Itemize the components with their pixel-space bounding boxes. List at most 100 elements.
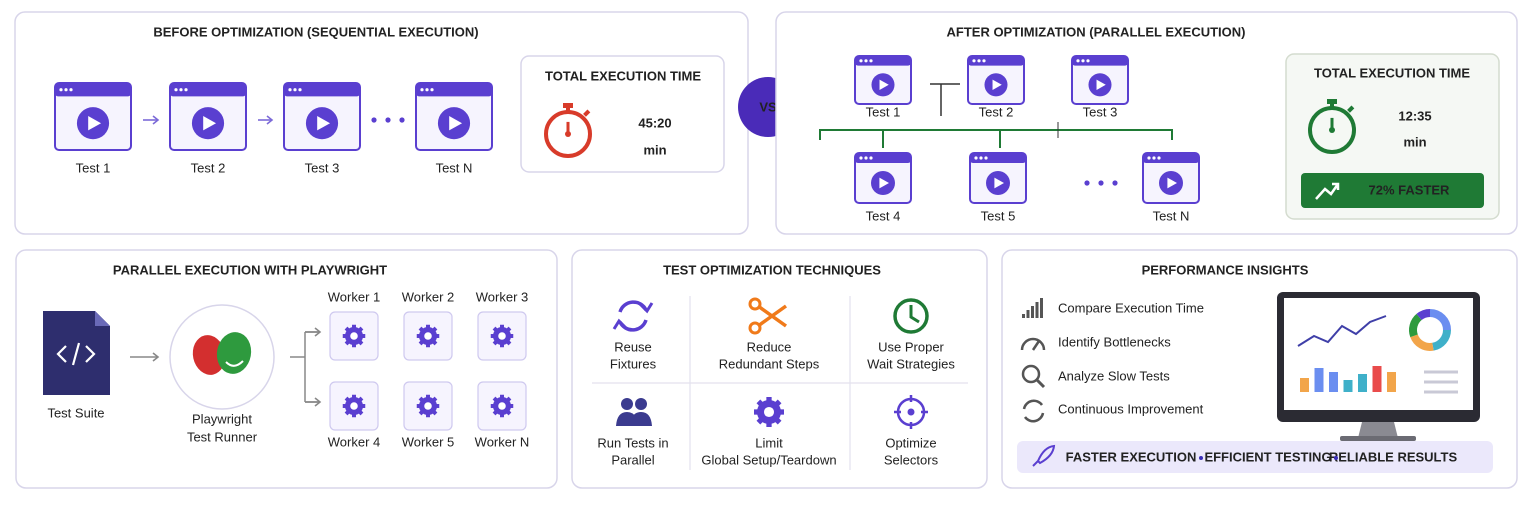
label: 12:35 — [1398, 108, 1431, 123]
stopwatch-side — [1347, 105, 1355, 113]
label: FASTER EXECUTION — [1066, 449, 1197, 464]
window-dot — [420, 88, 424, 92]
bars-icon — [1026, 310, 1030, 318]
screen-bar — [1329, 372, 1338, 392]
vs-label: VS — [759, 99, 777, 114]
arrow-head — [314, 327, 322, 337]
search-icon — [1021, 364, 1041, 384]
screen-bar — [1387, 372, 1396, 392]
window-dot — [184, 88, 188, 92]
people-head — [621, 398, 633, 410]
refresh-heads — [612, 302, 654, 330]
monitor-base — [1340, 436, 1416, 441]
target-dot — [907, 408, 915, 416]
play-icon — [1167, 177, 1177, 189]
label: Test 2 — [191, 160, 226, 175]
window-dot — [430, 88, 434, 92]
label: Test N — [436, 160, 473, 175]
gauge-needle — [1031, 340, 1041, 351]
play-icon — [992, 79, 1002, 90]
faster-label: 72% FASTER — [1369, 182, 1451, 197]
cycle-icon — [1022, 399, 1045, 423]
label: Redundant Steps — [719, 356, 820, 371]
footer-bullet — [1199, 456, 1203, 460]
label: RELIABLE RESULTS — [1329, 449, 1458, 464]
play-icon — [88, 115, 102, 131]
label: Worker N — [475, 434, 530, 449]
window-header — [1143, 153, 1199, 163]
label: Test 3 — [1083, 104, 1118, 119]
label: TOTAL EXECUTION TIME — [1314, 65, 1470, 80]
donut-slice — [1410, 334, 1434, 351]
window-dot — [869, 59, 873, 63]
clock-hands — [909, 305, 920, 324]
label: Analyze Slow Tests — [1058, 368, 1170, 383]
window-header — [970, 153, 1026, 163]
bars-icon — [1040, 298, 1043, 318]
label: Parallel — [611, 452, 654, 467]
footer-bar — [1017, 441, 1493, 473]
gear-hole — [498, 332, 506, 340]
grid-divider — [592, 296, 968, 470]
donut-slice — [1416, 309, 1431, 321]
screen-line — [1297, 315, 1387, 347]
gear-hole — [350, 402, 358, 410]
arrow-head — [266, 115, 274, 125]
people-head — [635, 398, 647, 410]
label: Playwright — [192, 411, 252, 426]
bars-icon — [1035, 302, 1039, 318]
window-dot — [1076, 59, 1080, 63]
window-dot — [64, 88, 68, 92]
label: Test 5 — [981, 208, 1016, 223]
label: Reuse — [614, 339, 652, 354]
ellipsis-dot — [1112, 180, 1118, 186]
screen-bar — [1343, 380, 1353, 392]
donut-slice — [1409, 313, 1422, 338]
label: min — [643, 142, 666, 157]
label: Test N — [1153, 208, 1190, 223]
stopwatch-center — [1329, 127, 1335, 133]
window-dot — [293, 88, 297, 92]
donut-slice — [1431, 329, 1451, 351]
label: Optimize — [885, 435, 936, 450]
label: Test 4 — [866, 208, 901, 223]
scissors-ring — [748, 297, 762, 311]
label: Selectors — [884, 452, 939, 467]
gear-hole — [498, 402, 506, 410]
label: Continuous Improvement — [1058, 401, 1204, 416]
gauge-icon — [1020, 337, 1046, 351]
arrow-head — [152, 352, 160, 362]
stopwatch-knob — [563, 103, 573, 108]
stopwatch-center — [565, 131, 571, 137]
window-header — [55, 83, 131, 97]
bars-icon — [1031, 306, 1034, 318]
label: Identify Bottlenecks — [1058, 334, 1171, 349]
window-header — [284, 83, 360, 97]
window-dot — [979, 156, 983, 160]
label: Global Setup/Teardown — [701, 452, 836, 467]
label: Worker 5 — [402, 434, 455, 449]
label: Reduce — [747, 339, 792, 354]
window-dot — [59, 88, 63, 92]
window-dot — [864, 156, 868, 160]
panel — [571, 249, 988, 489]
footer-bullet — [1334, 456, 1338, 460]
label: Test 1 — [76, 160, 111, 175]
window-header — [855, 56, 911, 66]
ellipsis-dot — [1084, 180, 1090, 186]
search-handle — [1035, 378, 1046, 389]
label: Worker 3 — [476, 289, 529, 304]
window-header — [855, 153, 911, 163]
window-dot — [174, 88, 178, 92]
ellipsis-dot — [399, 117, 405, 123]
gear-hole — [350, 332, 358, 340]
window-dot — [1152, 156, 1156, 160]
play-icon — [203, 115, 217, 131]
label: Worker 1 — [328, 289, 381, 304]
window-dot — [869, 156, 873, 160]
label: AFTER OPTIMIZATION (PARALLEL EXECUTION) — [947, 24, 1246, 39]
window-dot — [1157, 156, 1161, 160]
scissors-ring — [748, 321, 762, 335]
scissors-icon — [756, 304, 788, 328]
arrow-head — [152, 115, 160, 125]
